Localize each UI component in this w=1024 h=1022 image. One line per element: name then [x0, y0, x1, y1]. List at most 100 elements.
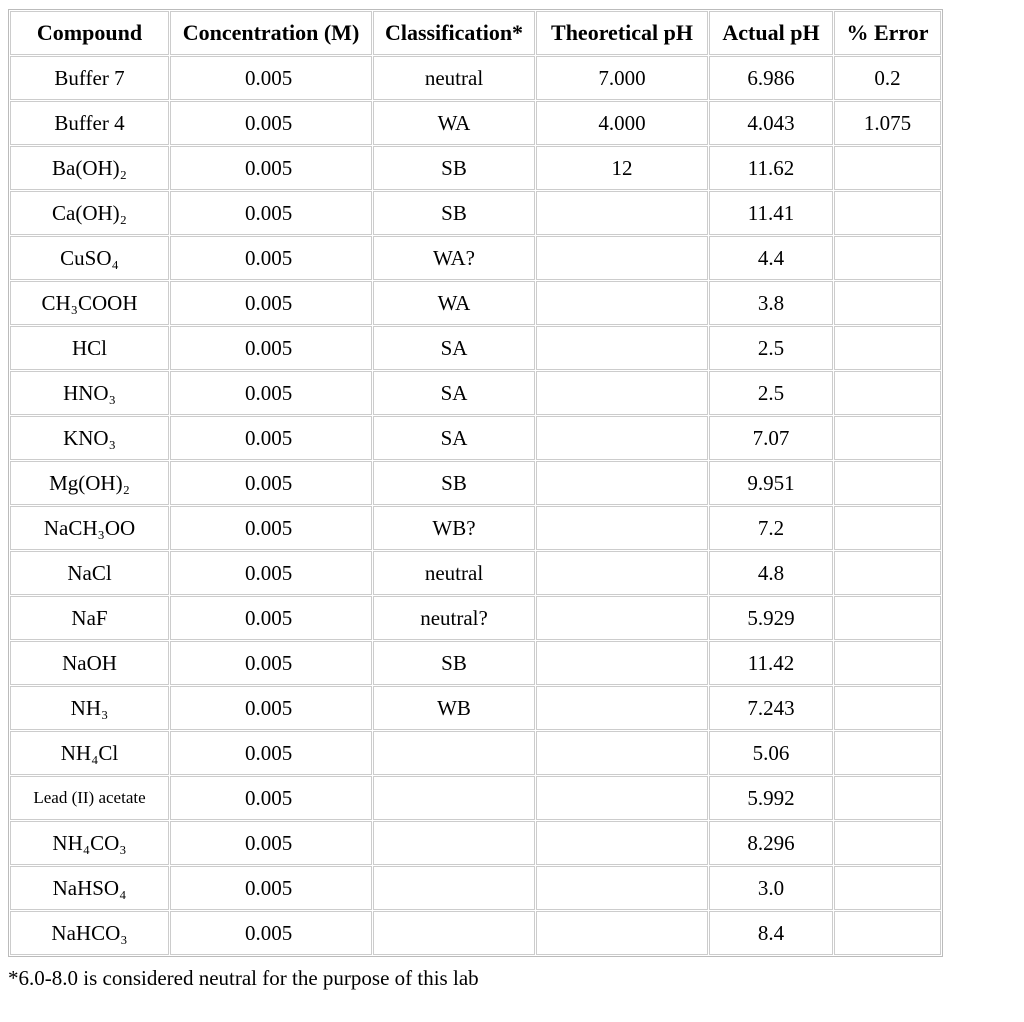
- table-cell: 7.07: [709, 416, 833, 460]
- table-cell: 5.992: [709, 776, 833, 820]
- header-cell: % Error: [834, 11, 941, 55]
- table-cell: 2.5: [709, 326, 833, 370]
- table-cell: NH₄Cl: [10, 731, 169, 775]
- table-cell: 6.986: [709, 56, 833, 100]
- table-cell: SA: [373, 416, 535, 460]
- table-row: CH₃COOH 0.005 WA 3.8: [10, 281, 941, 325]
- header-cell: Classification*: [373, 11, 535, 55]
- table-cell: 0.005: [170, 731, 372, 775]
- table-cell: 8.4: [709, 911, 833, 955]
- table-row: NH₄Cl 0.005 5.06: [10, 731, 941, 775]
- table-cell: neutral: [373, 56, 535, 100]
- table-cell: [834, 281, 941, 325]
- table-row: Buffer 7 0.005 neutral 7.000 6.986 0.2: [10, 56, 941, 100]
- table-row: NaOH 0.005 SB 11.42: [10, 641, 941, 685]
- table-cell: [536, 416, 708, 460]
- table-cell: [834, 326, 941, 370]
- table-cell: [834, 866, 941, 910]
- table-cell: NaHSO₄: [10, 866, 169, 910]
- table-cell: [834, 641, 941, 685]
- table-row: Mg(OH)₂ 0.005 SB 9.951: [10, 461, 941, 505]
- table-cell: 11.41: [709, 191, 833, 235]
- table-cell: [834, 506, 941, 550]
- table-cell: [834, 596, 941, 640]
- table-cell: [536, 191, 708, 235]
- table-cell: 0.005: [170, 551, 372, 595]
- table-cell: 0.005: [170, 56, 372, 100]
- table-cell: [834, 686, 941, 730]
- table-cell: [373, 776, 535, 820]
- table-cell: SB: [373, 191, 535, 235]
- table-cell: [536, 641, 708, 685]
- table-row: NaF 0.005 neutral? 5.929: [10, 596, 941, 640]
- table-cell: [834, 911, 941, 955]
- table-cell: HCl: [10, 326, 169, 370]
- table-cell: NaF: [10, 596, 169, 640]
- table-row: Buffer 4 0.005 WA 4.000 4.043 1.075: [10, 101, 941, 145]
- table-cell: Ba(OH)₂: [10, 146, 169, 190]
- table-cell: 9.951: [709, 461, 833, 505]
- table-cell: [834, 551, 941, 595]
- table-cell: CH₃COOH: [10, 281, 169, 325]
- table-cell: [536, 326, 708, 370]
- table-cell: 0.2: [834, 56, 941, 100]
- table-cell: [536, 551, 708, 595]
- table-row: NH₃ 0.005 WB 7.243: [10, 686, 941, 730]
- table-cell: Ca(OH)₂: [10, 191, 169, 235]
- table-cell: 0.005: [170, 596, 372, 640]
- table-cell: NaHCO₃: [10, 911, 169, 955]
- table-cell: [834, 146, 941, 190]
- table-cell: CuSO₄: [10, 236, 169, 280]
- table-cell: 7.000: [536, 56, 708, 100]
- table-cell: neutral: [373, 551, 535, 595]
- table-cell: [536, 731, 708, 775]
- table-cell: [834, 821, 941, 865]
- table-cell: 3.0: [709, 866, 833, 910]
- table-row: Ca(OH)₂ 0.005 SB 11.41: [10, 191, 941, 235]
- table-cell: 1.075: [834, 101, 941, 145]
- table-cell: NH₄CO₃: [10, 821, 169, 865]
- table-cell: 0.005: [170, 281, 372, 325]
- table-cell: 4.8: [709, 551, 833, 595]
- table-cell: neutral?: [373, 596, 535, 640]
- table-row: HNO₃ 0.005 SA 2.5: [10, 371, 941, 415]
- table-row: HCl 0.005 SA 2.5: [10, 326, 941, 370]
- table-row: NaCl 0.005 neutral 4.8: [10, 551, 941, 595]
- table-cell: WA: [373, 281, 535, 325]
- table-cell: 5.06: [709, 731, 833, 775]
- table-row: CuSO₄ 0.005 WA? 4.4: [10, 236, 941, 280]
- table-cell: WA: [373, 101, 535, 145]
- table-cell: 11.42: [709, 641, 833, 685]
- table-cell: [536, 281, 708, 325]
- table-cell: KNO₃: [10, 416, 169, 460]
- table-cell: 0.005: [170, 686, 372, 730]
- table-cell: 4.000: [536, 101, 708, 145]
- table-cell: SB: [373, 641, 535, 685]
- table-cell: 8.296: [709, 821, 833, 865]
- table-cell: 0.005: [170, 371, 372, 415]
- table-cell: NaCl: [10, 551, 169, 595]
- table-cell: NH₃: [10, 686, 169, 730]
- table-cell: [536, 686, 708, 730]
- table-cell: [373, 911, 535, 955]
- table-cell: [536, 821, 708, 865]
- table-cell: Mg(OH)₂: [10, 461, 169, 505]
- table-cell: 0.005: [170, 776, 372, 820]
- table-cell: [536, 596, 708, 640]
- table-cell: 4.4: [709, 236, 833, 280]
- table-cell: [536, 236, 708, 280]
- table-cell: 0.005: [170, 461, 372, 505]
- table-cell: [834, 776, 941, 820]
- table-cell: 5.929: [709, 596, 833, 640]
- table-cell: [536, 866, 708, 910]
- table-cell: 12: [536, 146, 708, 190]
- table-row: Lead (II) acetate 0.005 5.992: [10, 776, 941, 820]
- table-cell: 7.2: [709, 506, 833, 550]
- table-cell: [834, 461, 941, 505]
- table-cell: WB?: [373, 506, 535, 550]
- table-cell: 3.8: [709, 281, 833, 325]
- table-cell: 0.005: [170, 416, 372, 460]
- table-cell: [834, 191, 941, 235]
- footnote: *6.0-8.0 is considered neutral for the p…: [8, 966, 479, 990]
